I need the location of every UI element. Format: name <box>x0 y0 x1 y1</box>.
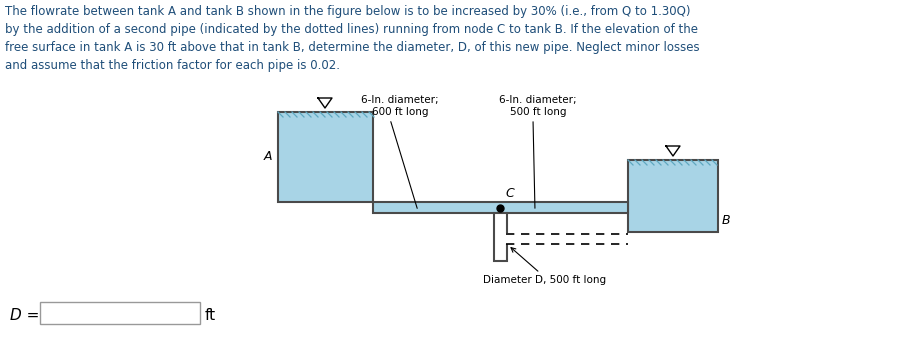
Text: Diameter D, 500 ft long: Diameter D, 500 ft long <box>483 275 606 285</box>
Bar <box>278 112 373 202</box>
Bar <box>500 233 628 244</box>
Text: D =: D = <box>10 308 40 322</box>
Text: 6-In. diameter;
500 ft long: 6-In. diameter; 500 ft long <box>499 96 576 117</box>
Text: A: A <box>263 150 272 163</box>
Text: The flowrate between tank A and tank B shown in the figure below is to be increa: The flowrate between tank A and tank B s… <box>5 5 700 72</box>
Bar <box>40 302 200 324</box>
Bar <box>628 160 718 232</box>
Text: ft: ft <box>205 308 216 322</box>
Text: C: C <box>505 187 514 200</box>
Text: B: B <box>722 214 731 226</box>
Bar <box>373 202 628 213</box>
Text: 6-In. diameter;
600 ft long: 6-In. diameter; 600 ft long <box>361 96 438 117</box>
Bar <box>494 213 507 261</box>
